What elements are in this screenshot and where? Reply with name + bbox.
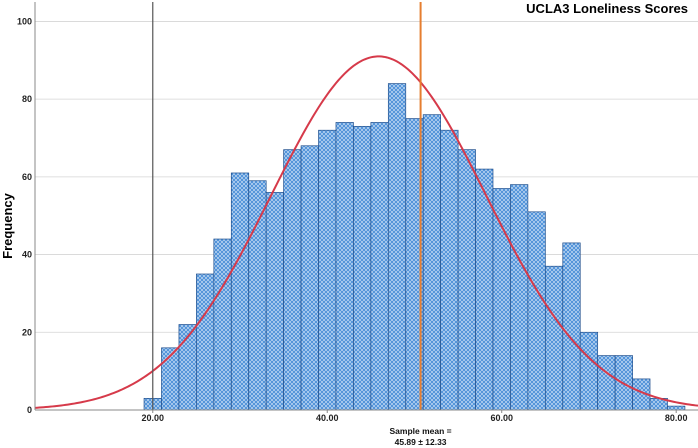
bar-6 (248, 180, 267, 411)
tick-labels: 0 20 40 60 80 100 20.00 40.00 60.00 80.00 (17, 16, 687, 423)
mean-annotation-line1: Sample mean = (390, 426, 452, 436)
y-axis-label: Frequency (0, 192, 15, 259)
bar-3 (196, 273, 215, 411)
bar-13 (370, 122, 389, 411)
bar-11 (335, 122, 354, 411)
x-tick-label-0: 20.00 (142, 413, 165, 423)
bar-18 (457, 149, 476, 411)
mean-annotation-line2: 45.89 ± 12.33 (395, 437, 447, 447)
bar-8 (283, 149, 302, 411)
bar-4 (213, 238, 232, 411)
reference-lines (152, 2, 422, 410)
bar-17 (440, 129, 459, 411)
y-tick-label-3: 60 (22, 172, 32, 182)
bar-23 (544, 265, 564, 411)
bar-10 (318, 129, 337, 411)
bar-21 (510, 184, 529, 411)
histogram-bars (143, 83, 686, 411)
normal-curve (34, 55, 698, 409)
y-tick-label-1: 20 (22, 327, 32, 337)
x-tick-label-1: 40.00 (316, 413, 339, 423)
bar-7 (265, 192, 284, 411)
bar-20 (492, 188, 511, 411)
bar-5 (230, 172, 250, 411)
y-tick-label-4: 80 (22, 94, 32, 104)
x-tick-label-2: 60.00 (490, 413, 513, 423)
y-tick-label-2: 40 (22, 250, 32, 260)
bar-14 (387, 83, 407, 411)
bar-22 (527, 211, 546, 411)
bar-25 (579, 331, 599, 411)
bar-26 (597, 355, 616, 411)
x-tick-label-3: 80.00 (665, 413, 688, 423)
bar-16 (422, 114, 442, 411)
y-tick-label-5: 100 (17, 16, 32, 26)
bar-9 (300, 145, 319, 411)
bar-30 (667, 405, 686, 411)
bar-24 (562, 242, 581, 411)
y-tick-label-0: 0 (27, 405, 32, 415)
normal-curve-group (34, 55, 698, 409)
bar-12 (353, 125, 372, 411)
axes (34, 2, 698, 411)
chart-title: UCLA3 Loneliness Scores (526, 1, 688, 16)
